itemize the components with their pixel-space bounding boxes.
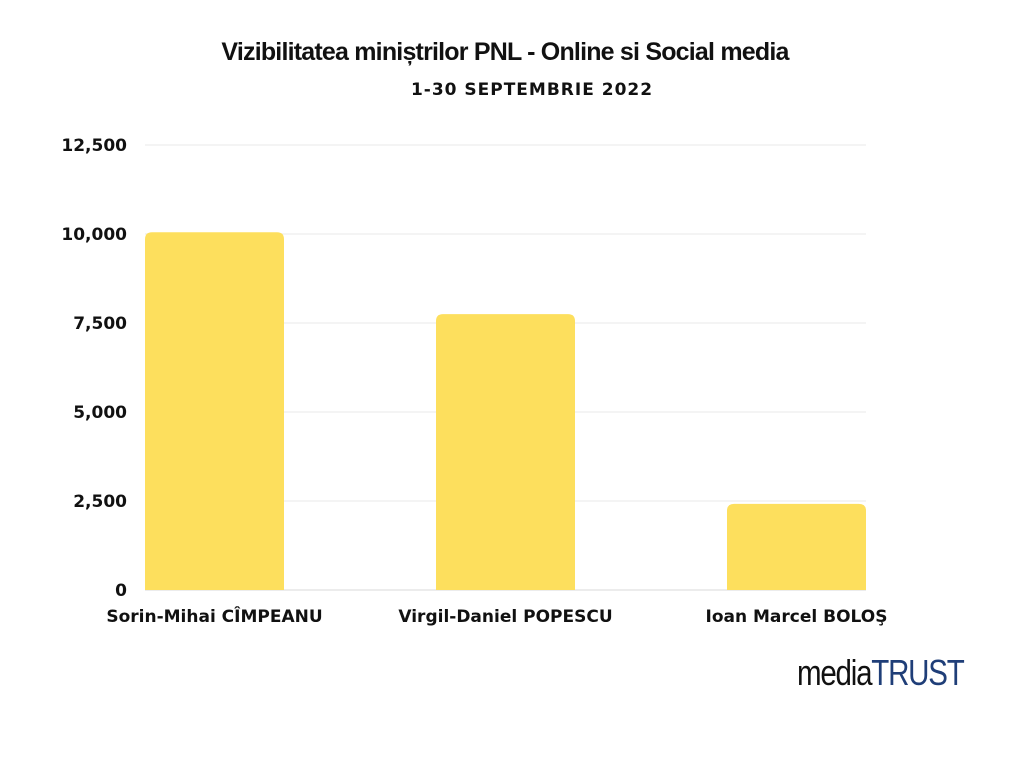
x-category-label: Virgil-Daniel POPESCU — [398, 607, 612, 627]
bar — [145, 232, 284, 590]
y-tick-label: 7,500 — [73, 314, 127, 334]
mediatrust-logo: mediaTRUST — [797, 652, 964, 694]
bar — [436, 314, 575, 590]
y-tick-label: 0 — [115, 581, 127, 601]
y-tick-label: 2,500 — [73, 492, 127, 512]
logo-media-text: media — [797, 652, 871, 693]
y-tick-label: 5,000 — [73, 403, 127, 423]
bar — [727, 504, 866, 590]
y-tick-label: 10,000 — [61, 225, 127, 245]
y-tick-label: 12,500 — [61, 136, 127, 156]
logo-trust-text: TRUST — [871, 652, 963, 693]
x-category-label: Sorin-Mihai CÎMPEANU — [106, 605, 322, 627]
x-category-label: Ioan Marcel BOLOŞ — [706, 607, 888, 627]
